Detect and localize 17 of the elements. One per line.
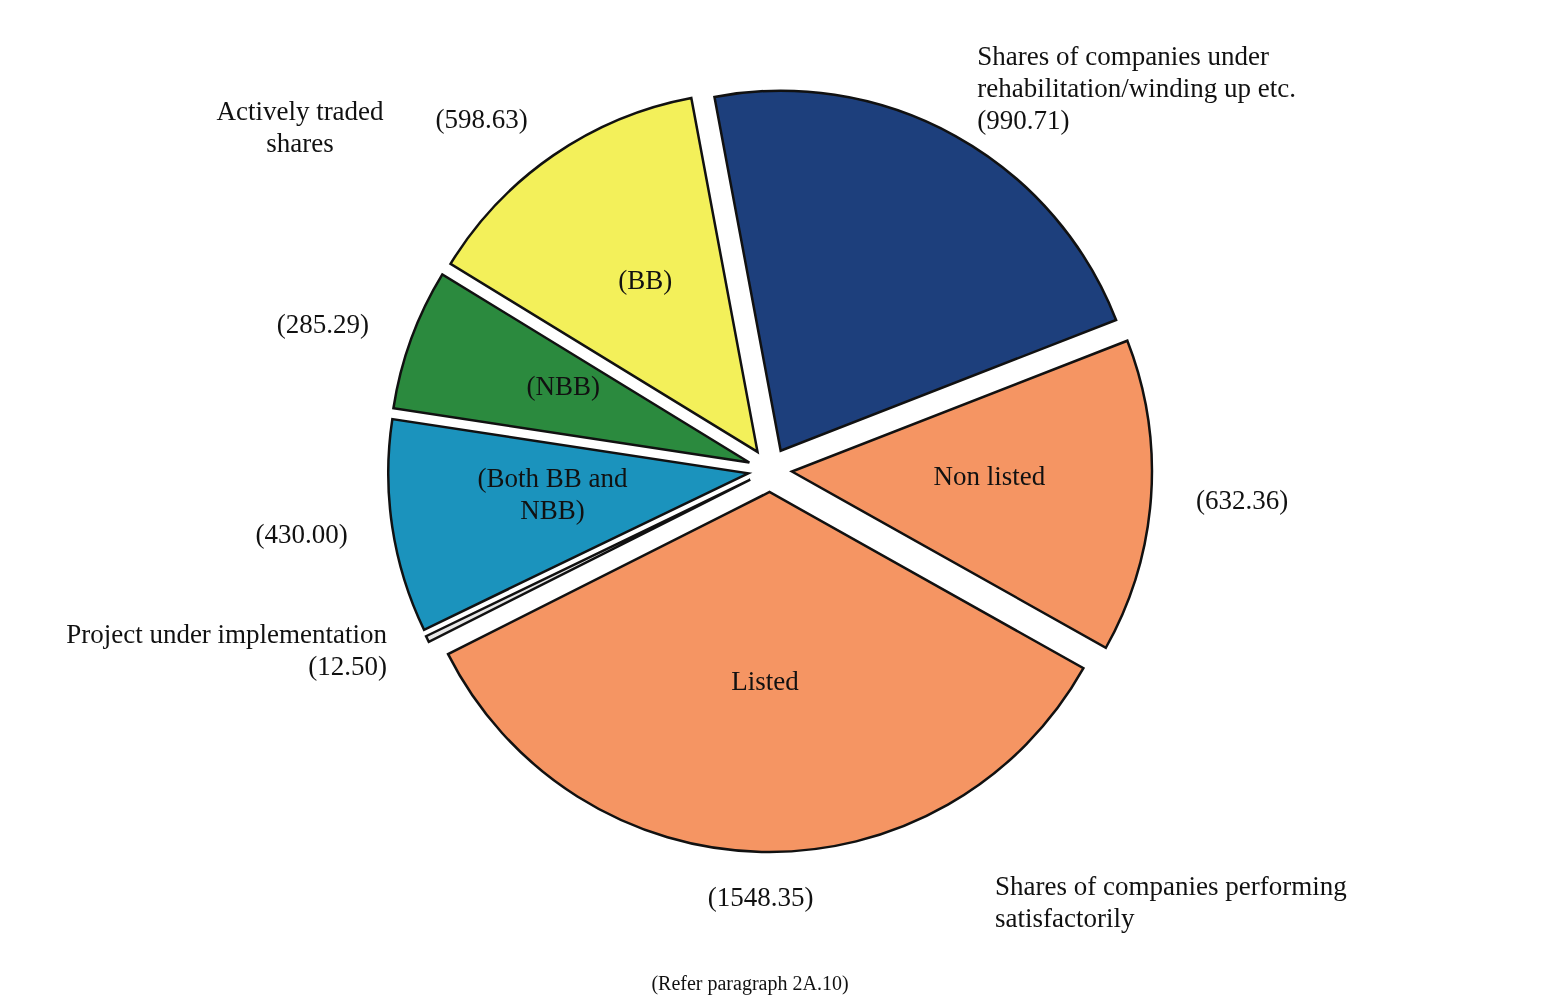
data-label: (430.00) — [255, 518, 348, 549]
slice-label: Non listed — [933, 461, 1046, 492]
data-label: (632.36) — [1195, 485, 1289, 516]
text: Actively traded shares — [216, 96, 385, 158]
data-label: (598.63) — [435, 103, 528, 134]
slice-label: Project under implementation — [66, 618, 388, 649]
slice-label: (BB) — [618, 264, 673, 295]
data-label: (285.29) — [276, 308, 369, 339]
data-label: (990.71) — [977, 104, 1070, 135]
text: Shares of companies performing satisfactorily — [995, 871, 1347, 933]
slice-label: Listed — [731, 665, 800, 696]
data-label: (12.50) — [308, 650, 388, 681]
slice-label: Shares of companies under rehabilitation/winding up etc. — [977, 40, 1297, 103]
text: (Refer paragraph 2A.10) — [651, 972, 849, 995]
slice-label: (Both BB and NBB) — [477, 462, 628, 525]
slice-label: (NBB) — [526, 370, 601, 401]
data-label: (1548.35) — [707, 882, 814, 913]
